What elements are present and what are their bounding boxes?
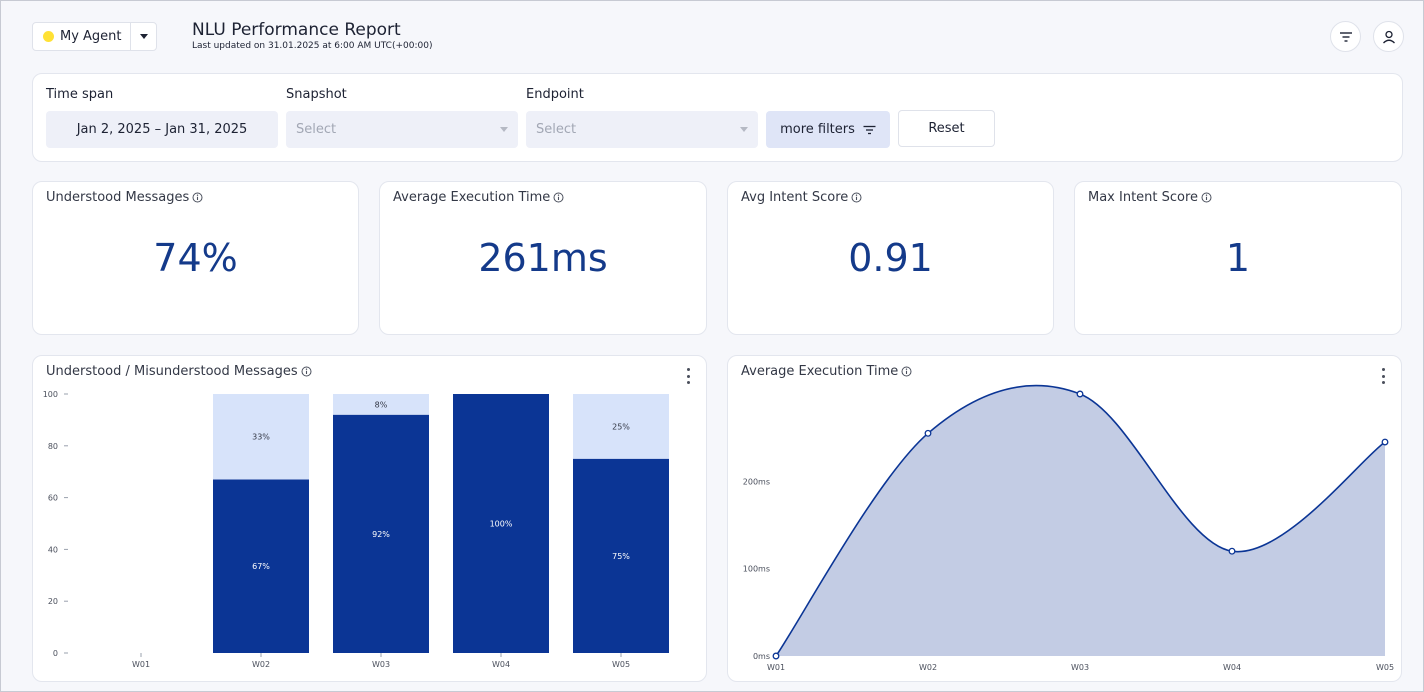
x-tick-label: W01 [767,663,785,672]
chart-title: Understood / Misunderstood Messages [46,364,312,379]
y-tick-label: 0 [53,649,58,658]
x-tick-label: W01 [132,660,150,669]
chevron-down-icon [139,34,148,39]
data-label: 75% [612,552,630,561]
data-point [1076,390,1084,398]
reset-label: Reset [928,121,965,136]
more-filters-label: more filters [780,122,855,137]
kpi-avg-intent-score: Avg Intent Score 0.91 [727,181,1054,335]
bar-understood [213,479,309,653]
snapshot-label: Snapshot [286,87,347,102]
kpi-title-text: Average Execution Time [393,190,551,205]
y-tick-label: 60 [48,494,58,503]
info-icon[interactable] [301,366,312,377]
kpi-understood-messages: Understood Messages 74% [32,181,359,335]
y-tick-label: 200ms [743,477,770,486]
data-label: 25% [612,422,630,431]
page-title: NLU Performance Report [192,20,401,40]
agent-selector[interactable]: My Agent [32,22,157,51]
user-profile-button[interactable] [1373,21,1404,52]
chart-title-text: Understood / Misunderstood Messages [46,364,298,379]
data-label: 92% [372,530,390,539]
data-point [924,429,932,437]
x-tick-label: W05 [612,660,630,669]
x-tick-label: W04 [1223,663,1241,672]
y-tick-label: 40 [48,545,58,554]
area-chart: 0ms 100ms 200ms W01 W02 W03 W04 W05 [743,384,1394,672]
chart-title-text: Average Execution Time [741,364,899,379]
understood-messages-chart-card: Understood / Misunderstood Messages 0 20 4… [32,355,707,682]
kpi-title: Understood Messages [46,190,203,205]
time-span-value: Jan 2, 2025 – Jan 31, 2025 [76,122,248,137]
kpi-max-intent-score: Max Intent Score 1 [1074,181,1402,335]
kpi-title-text: Max Intent Score [1088,190,1199,205]
kpi-average-execution-time: Average Execution Time 261ms [379,181,707,335]
kpi-title: Max Intent Score [1088,190,1212,205]
kpi-value: 261ms [478,236,608,280]
snapshot-placeholder: Select [296,122,337,137]
x-tick-label: W03 [372,660,390,669]
y-tick-label: 0ms [753,652,770,661]
kpi-value: 1 [1225,236,1251,280]
agent-name: My Agent [60,29,122,44]
kpi-value: 0.91 [848,236,933,280]
y-tick-label: 100ms [743,565,770,574]
data-point [1381,438,1389,446]
chart-menu-button[interactable] [1380,368,1386,384]
info-icon[interactable] [553,192,564,203]
bar-chart: 0 20 40 60 80 100 W01 33% 67% W02 8% 92% W03 100% W04 2… [43,390,669,669]
data-point [1228,547,1236,555]
y-tick-label: 80 [48,442,58,451]
filter-icon [863,125,876,134]
chart-title: Average Execution Time [741,364,912,379]
endpoint-label: Endpoint [526,87,584,102]
kpi-title: Avg Intent Score [741,190,862,205]
agent-dropdown-button[interactable] [130,23,156,50]
bar-understood [333,414,429,653]
snapshot-select[interactable]: Select [286,111,518,148]
agent-status-dot [43,31,54,42]
data-label: 100% [490,520,513,529]
kpi-title-text: Avg Intent Score [741,190,849,205]
data-label: 8% [375,400,388,409]
bar-understood [453,394,549,653]
kpi-title-text: Understood Messages [46,190,190,205]
more-filters-button[interactable]: more filters [766,111,890,148]
chevron-down-icon [500,127,508,132]
endpoint-placeholder: Select [536,122,577,137]
area-fill [776,385,1385,656]
kpi-value: 74% [153,236,238,280]
bar-misunderstood [213,394,309,480]
time-span-label: Time span [46,87,114,102]
user-icon [1382,30,1395,43]
reset-button[interactable]: Reset [898,110,995,147]
filter-button[interactable] [1330,21,1361,52]
bar-misunderstood [573,394,669,459]
filter-icon [1339,31,1352,42]
info-icon[interactable] [192,192,203,203]
info-icon[interactable] [901,366,912,377]
data-label: 67% [252,562,270,571]
time-span-picker[interactable]: Jan 2, 2025 – Jan 31, 2025 [46,111,278,148]
execution-time-chart-card: Average Execution Time 0ms 100ms 200ms W01 W… [727,355,1402,682]
chart-menu-button[interactable] [685,368,691,384]
y-tick-label: 20 [48,597,58,606]
x-tick-label: W02 [252,660,270,669]
y-tick-label: 100 [43,390,58,399]
x-tick-label: W03 [1071,663,1089,672]
x-tick-label: W05 [1376,663,1394,672]
info-icon[interactable] [851,192,862,203]
last-updated-text: Last updated on 31.01.2025 at 6:00 AM UT… [192,41,433,51]
filter-panel: Time span Jan 2, 2025 – Jan 31, 2025 Sna… [32,73,1403,162]
x-tick-label: W04 [492,660,510,669]
bar-understood [573,458,669,653]
info-icon[interactable] [1201,192,1212,203]
endpoint-select[interactable]: Select [526,111,758,148]
data-point [772,652,780,660]
x-tick-label: W02 [919,663,937,672]
chevron-down-icon [740,127,748,132]
data-label: 33% [252,433,270,442]
bar-misunderstood [333,394,429,415]
kpi-title: Average Execution Time [393,190,564,205]
